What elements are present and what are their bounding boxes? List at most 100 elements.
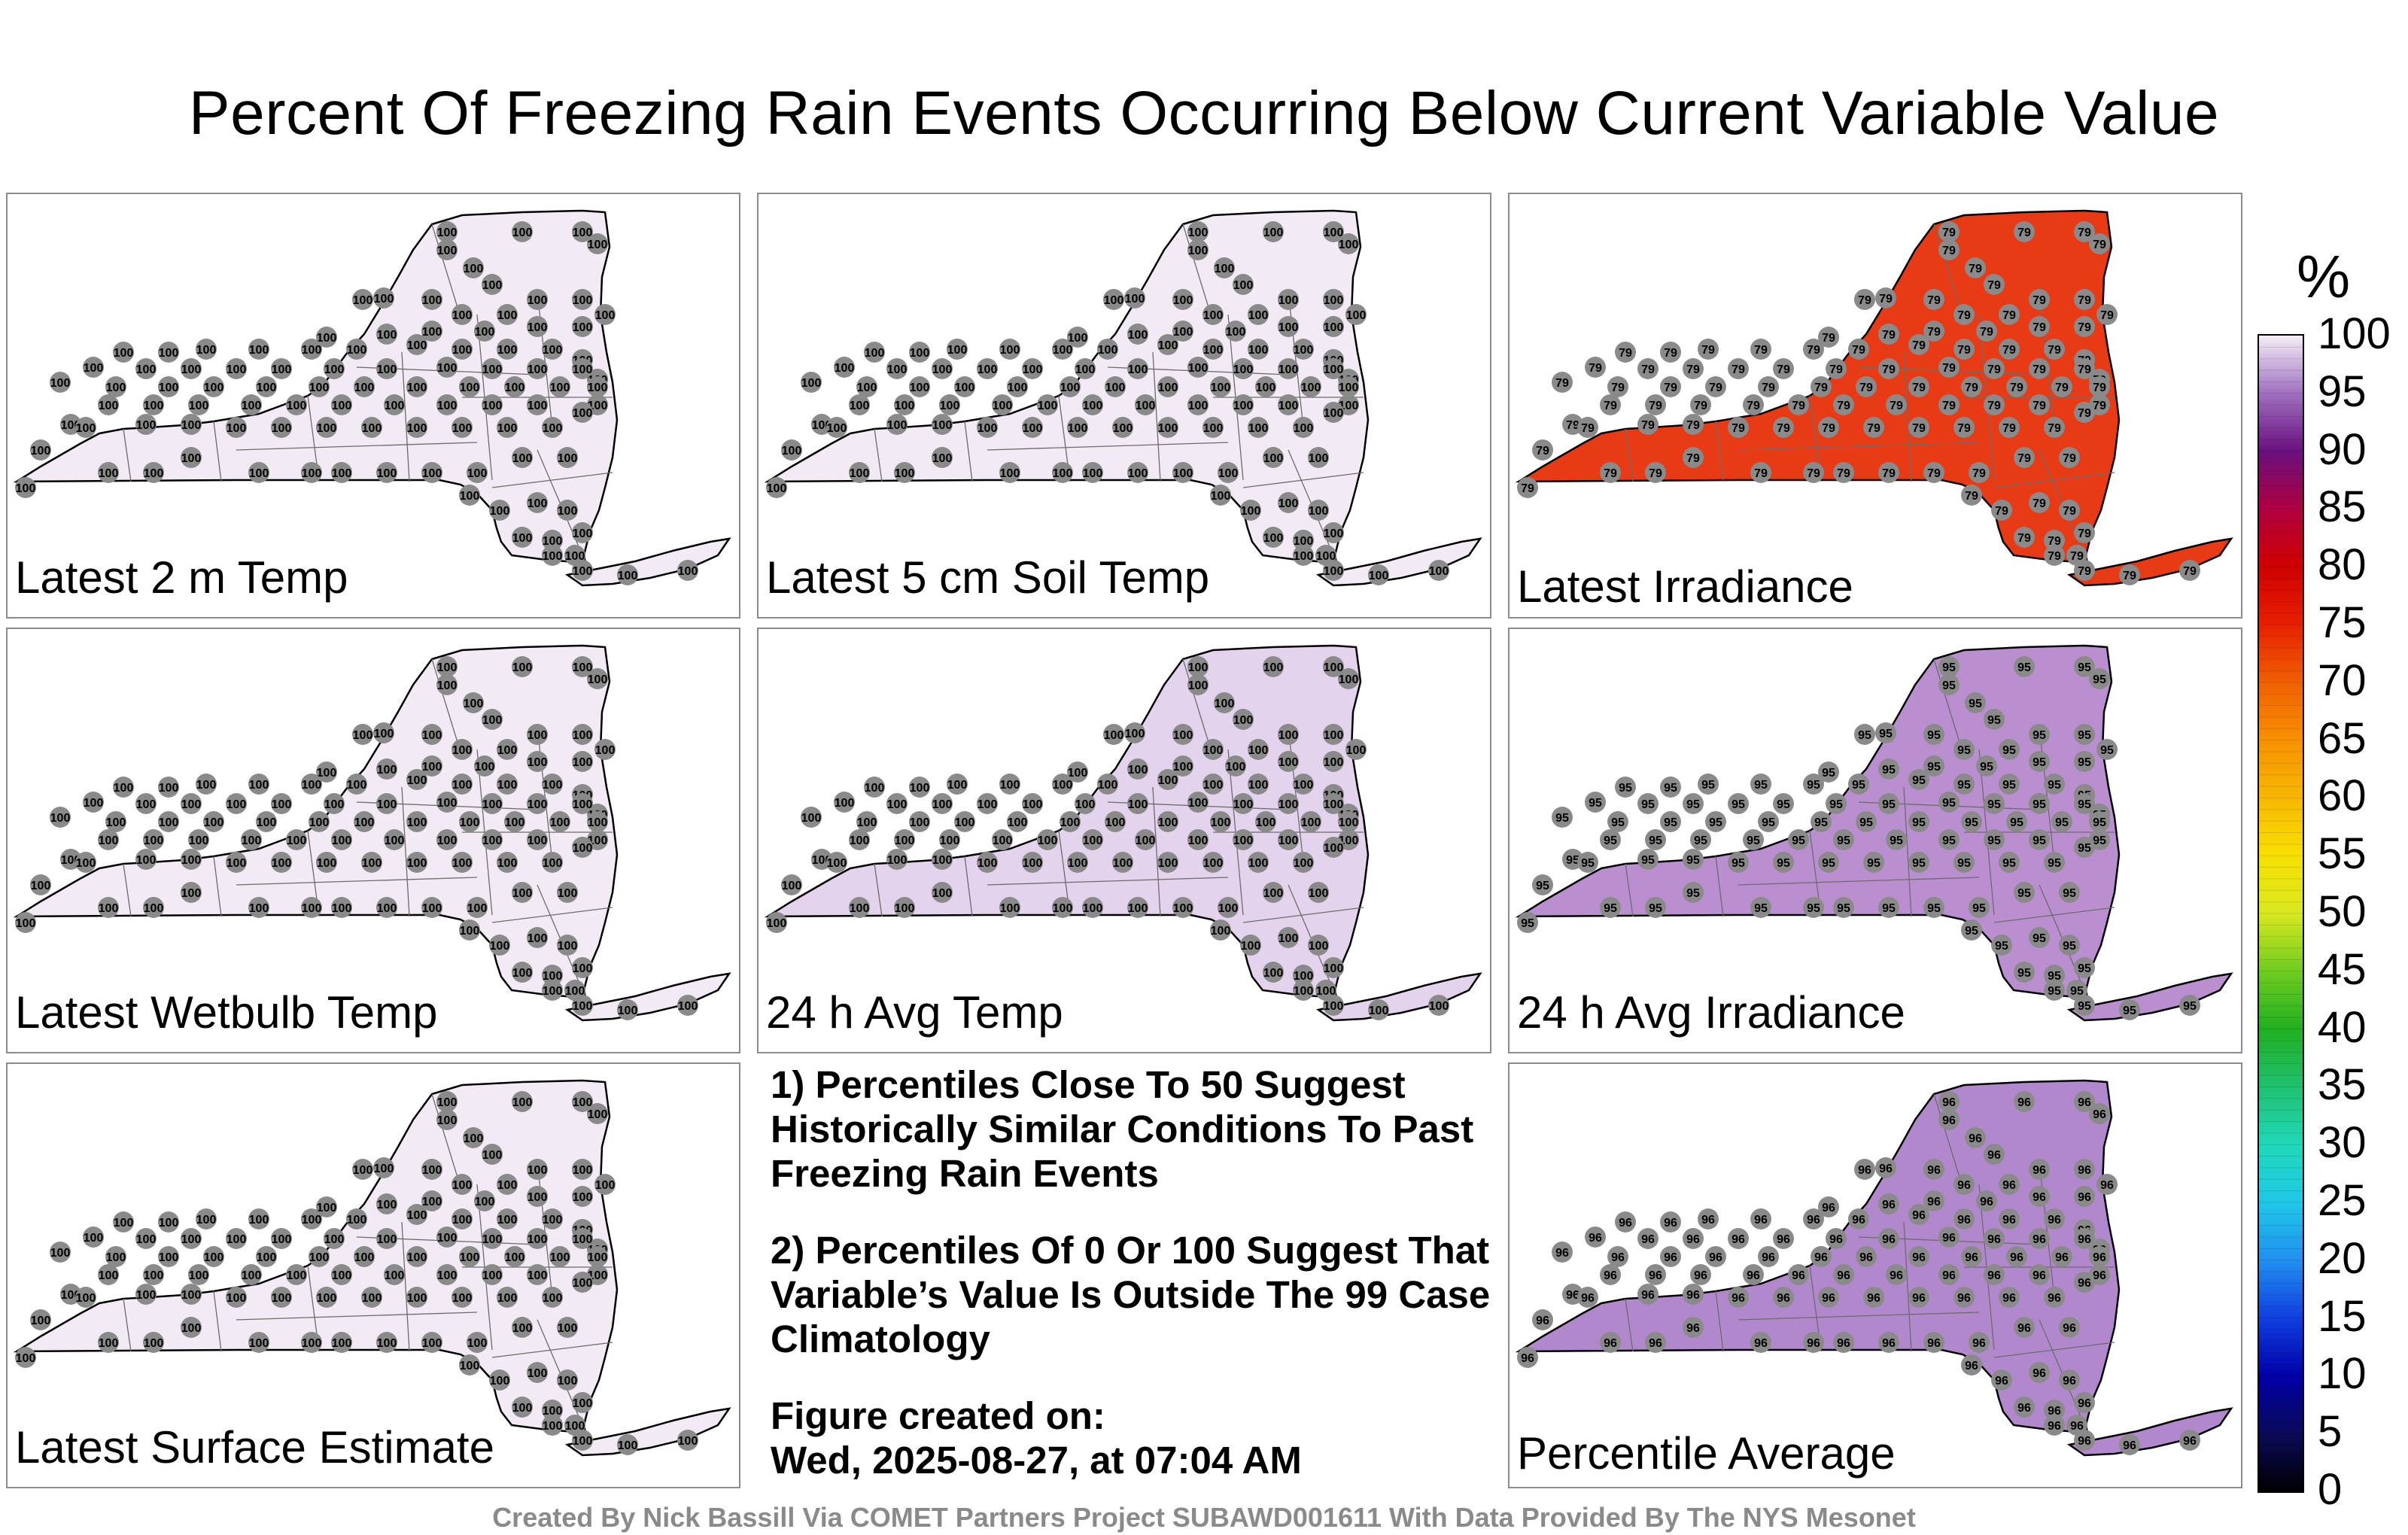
station-value: 100 <box>1278 497 1299 510</box>
station-marker: 100 <box>196 339 217 360</box>
station-marker: 100 <box>467 1332 488 1353</box>
station-value: 95 <box>2017 967 2031 980</box>
station-marker: 79 <box>1848 339 1869 360</box>
station-value: 95 <box>1980 761 1993 774</box>
station-value: 100 <box>1256 381 1276 394</box>
station-value: 100 <box>1083 834 1103 847</box>
station-value: 100 <box>317 1292 337 1305</box>
station-value: 79 <box>1852 344 1865 357</box>
station-marker: 100 <box>181 849 202 870</box>
station-value: 100 <box>1324 729 1344 742</box>
station-marker: 100 <box>542 1415 563 1436</box>
station-value: 100 <box>1324 565 1344 578</box>
station-marker: 100 <box>542 774 563 795</box>
station-marker: 79 <box>2029 492 2050 513</box>
panel-label: Latest 2 m Temp <box>15 552 348 603</box>
station-value: 79 <box>1754 467 1768 480</box>
station-value: 96 <box>1649 1337 1662 1350</box>
station-value: 100 <box>1211 490 1231 503</box>
station-marker: 100 <box>549 1246 570 1267</box>
station-marker: 79 <box>2029 316 2050 337</box>
station-marker: 95 <box>1683 793 1704 814</box>
station-value: 100 <box>543 422 563 435</box>
station-value: 100 <box>1263 967 1284 980</box>
station-value: 100 <box>84 797 104 810</box>
station-value: 100 <box>287 400 307 412</box>
station-value: 96 <box>1942 1269 1956 1282</box>
station-value: 100 <box>354 381 375 394</box>
station-value: 95 <box>1969 698 1982 710</box>
station-value: 96 <box>1814 1251 1828 1264</box>
station-marker: 100 <box>572 1091 593 1112</box>
county-line <box>1715 1290 1724 1352</box>
station-marker: 100 <box>801 372 822 393</box>
station-value: 100 <box>407 422 427 435</box>
station-marker: 100 <box>1007 811 1028 832</box>
station-value: 100 <box>324 1233 345 1246</box>
station-marker: 100 <box>248 774 269 795</box>
station-marker: 79 <box>1728 358 1749 379</box>
station-marker: 95 <box>2059 935 2080 956</box>
station-value: 79 <box>1957 344 1971 357</box>
station-value: 100 <box>181 452 202 465</box>
station-marker: 100 <box>1323 724 1344 745</box>
station-value: 79 <box>1521 482 1534 495</box>
station-value: 100 <box>159 816 179 829</box>
station-value: 100 <box>302 779 322 792</box>
station-marker: 100 <box>354 811 375 832</box>
station-value: 96 <box>1882 1199 1896 1211</box>
station-value: 100 <box>50 377 71 390</box>
station-value: 100 <box>490 505 510 518</box>
station-value: 100 <box>1098 344 1118 357</box>
station-marker: 100 <box>489 935 510 956</box>
station-marker: 79 <box>1938 221 1960 242</box>
station-value: 100 <box>377 798 397 811</box>
station-value: 100 <box>528 798 548 811</box>
station-marker: 100 <box>451 1208 473 1230</box>
station-marker: 100 <box>1278 316 1299 337</box>
station-marker: 100 <box>1127 462 1148 483</box>
county-line <box>123 428 132 482</box>
panel-label: 24 h Avg Irradiance <box>1517 987 1905 1038</box>
station-marker: 79 <box>1938 239 1960 260</box>
station-marker: 100 <box>1368 564 1389 585</box>
station-marker: 96 <box>1923 1159 1944 1180</box>
station-value: 100 <box>678 565 698 578</box>
station-value: 95 <box>1995 940 2008 953</box>
station-value: 100 <box>385 834 405 847</box>
station-marker: 96 <box>1878 1332 1899 1353</box>
station-value: 100 <box>181 419 202 432</box>
station-value: 95 <box>1566 854 1579 867</box>
station-marker: 96 <box>1863 1287 1884 1308</box>
station-value: 100 <box>558 1375 578 1388</box>
station-value: 100 <box>887 854 908 867</box>
station-marker: 95 <box>1999 852 2020 873</box>
station-value: 100 <box>464 698 484 710</box>
station-marker: 96 <box>1517 1347 1538 1368</box>
station-marker: 100 <box>932 447 953 468</box>
county-line <box>1625 1298 1634 1352</box>
station-marker: 100 <box>376 324 397 345</box>
station-marker: 79 <box>1863 417 1884 438</box>
station-marker: 95 <box>2006 811 2027 832</box>
station-marker: 100 <box>436 1091 458 1112</box>
station-marker: 79 <box>2074 221 2095 242</box>
station-marker: 96 <box>2179 1430 2200 1451</box>
panel-wetbulb: 100 100 100 100 100 100 100 100 100 100 100 100 100 1… <box>6 628 740 1053</box>
station-value: 79 <box>2078 407 2091 420</box>
station-value: 95 <box>1987 714 2001 727</box>
station-value: 79 <box>2017 226 2031 239</box>
station-marker: 96 <box>1728 1228 1749 1249</box>
station-value: 100 <box>422 294 442 307</box>
station-value: 96 <box>1942 1096 1956 1109</box>
station-marker: 100 <box>587 1246 608 1267</box>
station-marker: 100 <box>1112 852 1133 873</box>
station-marker: 100 <box>98 462 119 483</box>
station-marker: 95 <box>1938 674 1960 695</box>
station-marker: 79 <box>2074 402 2095 423</box>
station-marker: 100 <box>527 289 548 310</box>
station-marker: 95 <box>1848 774 1869 795</box>
colorbar-tick-label: 50 <box>2318 887 2367 936</box>
station-marker: 100 <box>482 1144 503 1165</box>
station-value: 95 <box>2002 744 2016 757</box>
